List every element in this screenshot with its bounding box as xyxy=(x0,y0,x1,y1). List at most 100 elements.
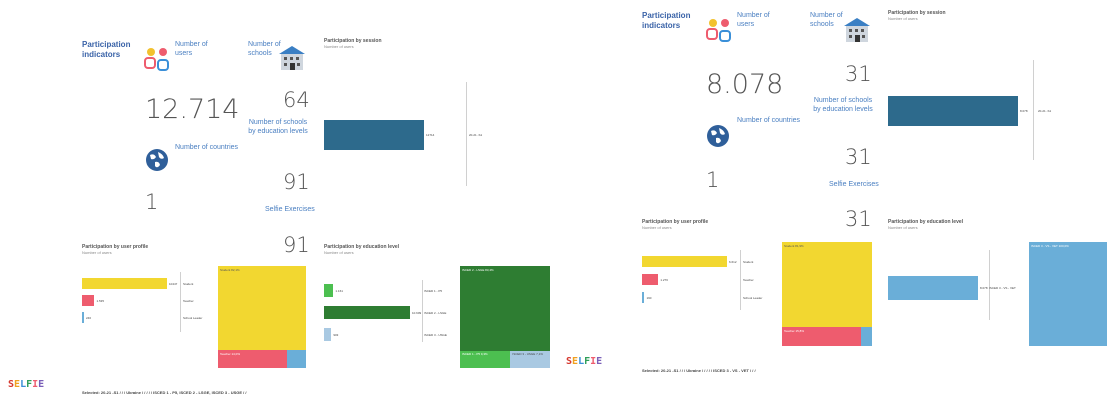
level-chart-title: Participation by education level xyxy=(888,219,964,225)
profile-chart-subtitle: Number of users xyxy=(82,250,112,255)
treemap-label: ISCED 3 - USGE 7,1% xyxy=(512,351,543,356)
bar xyxy=(324,120,424,150)
treemap-cell-isced3-vet: ISCED 3 - VS - VET 100,0% xyxy=(1029,242,1107,346)
exercises-value: 31 xyxy=(845,207,872,231)
exercises-value: 91 xyxy=(283,233,310,257)
bar xyxy=(82,312,84,323)
profile-bar-chart: 6.612 Student 1.276 Teacher 190 School Leader xyxy=(642,256,782,306)
treemap-cell-school-leader xyxy=(286,349,306,368)
bar-category-label: Teacher xyxy=(743,277,754,282)
profile-axis xyxy=(740,250,741,310)
exercises-label: Selfie Exercises xyxy=(265,206,315,213)
countries-label: Number of countries xyxy=(737,117,801,124)
selfie-logo: SELFIE xyxy=(8,379,45,390)
schools-value: 31 xyxy=(845,62,872,86)
countries-label: Number of countries xyxy=(175,144,239,151)
treemap-label: ISCED 2 - LSGE 83,4% xyxy=(462,268,494,272)
bar-data-label: 190 xyxy=(646,295,652,300)
session-bar-chart: 8.078 20-21 -S1 xyxy=(888,96,1060,128)
bar-data-label: 903 xyxy=(333,332,339,337)
schools-value: 64 xyxy=(283,88,310,112)
bar xyxy=(642,292,645,303)
bar xyxy=(888,276,978,300)
bar-category-label: School Leader xyxy=(743,295,763,300)
globe-icon xyxy=(145,148,169,172)
bar-data-label: 10447 xyxy=(169,281,178,286)
participation-heading: Participation indicators xyxy=(642,11,691,30)
bar-category-label: 20-21 -S1 xyxy=(1038,109,1052,113)
users-icon xyxy=(704,17,734,45)
session-chart-subtitle: Number of users xyxy=(888,16,918,21)
treemap-label: ISCED 1 - P5 9,3% xyxy=(462,351,488,356)
profile-chart-title: Participation by user profile xyxy=(642,219,709,225)
schools-by-level-label: Number of schools by education levels xyxy=(813,97,873,113)
exercises-label: Selfie Exercises xyxy=(829,181,879,188)
session-axis xyxy=(1033,60,1034,160)
treemap-cell-isced3: ISCED 3 - USGE 7,1% xyxy=(510,350,550,368)
level-chart-subtitle: Number of users xyxy=(324,250,354,255)
bar-data-label: 246 xyxy=(86,315,92,320)
profile-chart-title: Participation by user profile xyxy=(82,244,149,250)
session-chart-title: Participation by session xyxy=(888,10,946,16)
countries-value: 1 xyxy=(145,190,159,214)
session-bar-chart: 12714 20-21 -S1 xyxy=(324,120,482,154)
bar-data-label: 6.612 xyxy=(729,259,737,264)
bar-data-label: 8.078 xyxy=(1020,109,1028,113)
bar-category-label: 20-21 -S1 xyxy=(469,133,483,137)
session-axis xyxy=(466,82,467,186)
bar xyxy=(324,284,334,297)
level-axis xyxy=(422,280,423,342)
treemap-cell-student: Student 82,1% xyxy=(218,266,306,350)
level-axis xyxy=(989,250,990,320)
schools-label: Number of schools xyxy=(248,41,281,57)
treemap-cell-school-leader xyxy=(860,327,872,346)
bar-category-label: ISCED 2 - LSGE xyxy=(424,310,447,315)
level-bar-chart: 1.161 ISCED 1 - P5 10.609 ISCED 2 - LSGE 903… xyxy=(324,284,464,342)
treemap-label: ISCED 3 - VS - VET 100,0% xyxy=(1031,244,1069,248)
bar-data-label: 12714 xyxy=(426,133,435,137)
treemap-label: Student 82,1% xyxy=(220,268,240,272)
bar xyxy=(82,295,95,306)
session-chart-title: Participation by session xyxy=(324,38,382,44)
level-bar-chart: 8.078 ISCED 3 - VS - VET xyxy=(888,276,1028,304)
users-label: Number of users xyxy=(737,12,770,28)
bar-category-label: ISCED 3 - VS - VET xyxy=(989,286,1016,290)
session-chart-subtitle: Number of users xyxy=(324,44,354,49)
bar xyxy=(82,278,167,289)
bar xyxy=(642,274,659,285)
bar-category-label: Student xyxy=(743,259,754,264)
selection-summary: Selected: 20-21 -S1 / / / Ukraine / / / … xyxy=(642,368,756,373)
bar-category-label: Student xyxy=(183,281,194,286)
treemap-label: Student 81,9% xyxy=(784,244,804,248)
profile-bar-chart: 10447 Student 1.535 Teacher 246 School Leader xyxy=(82,278,222,328)
schools-label: Number of schools xyxy=(810,12,843,28)
users-value: 12.714 xyxy=(145,94,240,125)
treemap-cell-isced1: ISCED 1 - P5 9,3% xyxy=(460,350,511,368)
bar-data-label: 10.609 xyxy=(412,310,422,315)
selfie-logo: SELFIE xyxy=(566,356,603,367)
bar-category-label: School Leader xyxy=(183,315,203,320)
bar-data-label: 8.078 xyxy=(980,286,988,290)
users-label: Number of users xyxy=(175,41,208,57)
school-building-icon xyxy=(278,44,306,72)
bar-category-label: Teacher xyxy=(183,298,194,303)
bar xyxy=(642,256,727,267)
bar-data-label: 1.276 xyxy=(660,277,668,282)
treemap-label: Teacher 15,8% xyxy=(784,329,805,334)
treemap-cell-teacher: Teacher 14,0% xyxy=(218,349,287,368)
bar xyxy=(888,96,1018,126)
participation-heading: Participation indicators xyxy=(82,40,131,59)
users-value: 8.078 xyxy=(706,69,784,100)
treemap-cell-isced2: ISCED 2 - LSGE 83,4% xyxy=(460,266,550,351)
profile-chart-subtitle: Number of users xyxy=(642,225,672,230)
profile-treemap: Student 81,9% Teacher 15,8% xyxy=(782,242,872,346)
level-treemap: ISCED 3 - VS - VET 100,0% xyxy=(1029,242,1107,346)
countries-value: 1 xyxy=(706,168,720,192)
level-chart-subtitle: Number of users xyxy=(888,225,918,230)
treemap-cell-student: Student 81,9% xyxy=(782,242,872,328)
level-treemap: ISCED 2 - LSGE 83,4% ISCED 1 - P5 9,3% ISC… xyxy=(460,266,550,368)
bar-data-label: 1.535 xyxy=(96,298,104,303)
schools-by-level-label: Number of schools by education levels xyxy=(248,119,308,135)
bar xyxy=(324,328,332,341)
profile-axis xyxy=(180,272,181,332)
